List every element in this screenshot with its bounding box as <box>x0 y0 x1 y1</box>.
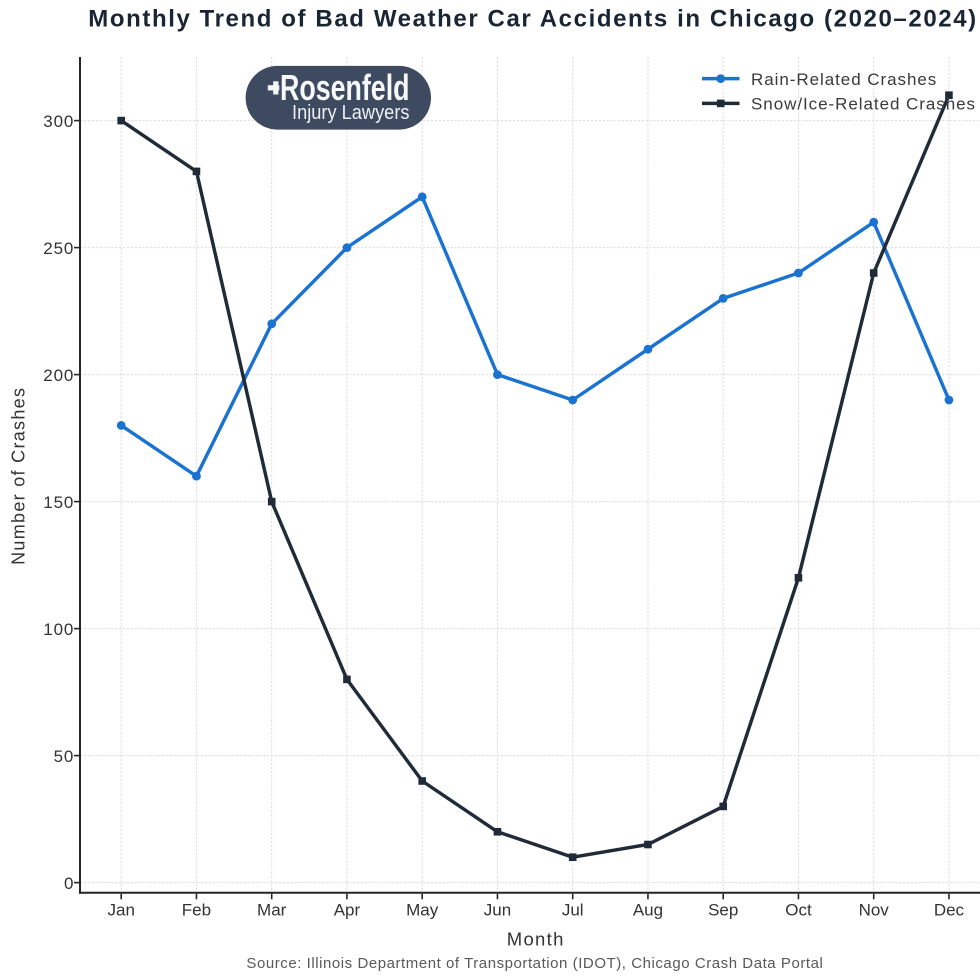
svg-text:Jul: Jul <box>562 901 584 920</box>
svg-text:Rain-Related Crashes: Rain-Related Crashes <box>751 70 937 89</box>
svg-text:Apr: Apr <box>334 901 361 920</box>
svg-text:May: May <box>406 901 439 920</box>
svg-text:200: 200 <box>43 366 74 385</box>
svg-text:Month: Month <box>507 928 565 949</box>
svg-text:Dec: Dec <box>934 901 965 920</box>
svg-text:Oct: Oct <box>785 901 812 920</box>
svg-text:Aug: Aug <box>633 901 663 920</box>
svg-text:Jun: Jun <box>484 901 511 920</box>
svg-text:Rosenfeld: Rosenfeld <box>280 67 410 108</box>
svg-text:Number of Crashes: Number of Crashes <box>9 387 29 565</box>
svg-text:Mar: Mar <box>257 901 287 920</box>
svg-text:Snow/Ice-Related Crashes: Snow/Ice-Related Crashes <box>751 95 976 114</box>
svg-text:50: 50 <box>54 747 75 766</box>
svg-text:Sep: Sep <box>708 901 738 920</box>
svg-text:Feb: Feb <box>182 901 211 920</box>
svg-text:300: 300 <box>43 112 74 131</box>
svg-text:250: 250 <box>43 239 74 258</box>
svg-text:0: 0 <box>64 874 74 893</box>
svg-text:Jan: Jan <box>107 901 134 920</box>
svg-text:Monthly Trend of Bad Weather C: Monthly Trend of Bad Weather Car Acciden… <box>88 6 978 33</box>
svg-text:Source: Illinois Department of: Source: Illinois Department of Transport… <box>246 955 823 972</box>
svg-text:100: 100 <box>43 620 74 639</box>
svg-text:150: 150 <box>43 493 74 512</box>
svg-text:Injury Lawyers: Injury Lawyers <box>292 102 410 124</box>
svg-text:Nov: Nov <box>859 901 890 920</box>
